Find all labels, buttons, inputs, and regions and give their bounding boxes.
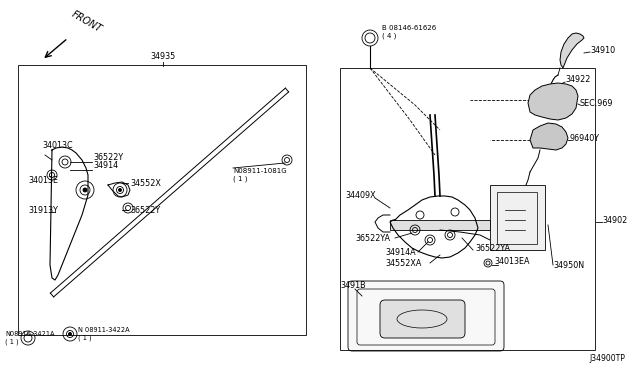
FancyBboxPatch shape (348, 281, 504, 351)
Text: 34922: 34922 (565, 74, 590, 83)
Bar (490, 185, 545, 250)
FancyBboxPatch shape (380, 300, 465, 338)
Text: 34013EA: 34013EA (494, 257, 529, 266)
Bar (340, 68, 595, 350)
Circle shape (83, 188, 87, 192)
Text: J34900TP: J34900TP (589, 354, 625, 363)
Text: 34914A: 34914A (385, 247, 415, 257)
Polygon shape (530, 123, 568, 150)
Text: 96940Y: 96940Y (570, 134, 600, 142)
Text: N08911-1081G
( 1 ): N08911-1081G ( 1 ) (233, 168, 287, 182)
Text: 3491B: 3491B (340, 280, 365, 289)
Text: 36522YA: 36522YA (475, 244, 510, 253)
Text: 34552X: 34552X (130, 179, 161, 187)
Text: 34013C: 34013C (42, 141, 72, 150)
Text: 34914: 34914 (93, 160, 118, 170)
Text: 34552XA: 34552XA (385, 259, 421, 267)
Bar (497, 192, 537, 244)
Text: 36522Y: 36522Y (93, 153, 123, 161)
Text: 34902: 34902 (602, 215, 627, 224)
Text: 31913Y: 31913Y (28, 205, 58, 215)
Text: B 08146-61626
( 4 ): B 08146-61626 ( 4 ) (382, 25, 436, 38)
Text: FRONT: FRONT (70, 9, 104, 34)
Text: 34409X: 34409X (345, 190, 376, 199)
Text: 34950N: 34950N (553, 260, 584, 269)
Text: N 08911-3422A
( 1 ): N 08911-3422A ( 1 ) (78, 327, 130, 341)
Circle shape (68, 333, 72, 336)
Text: 34910: 34910 (590, 45, 615, 55)
Circle shape (118, 189, 122, 192)
Bar (18, 65, 306, 335)
Bar (390, 220, 490, 230)
Text: 34935: 34935 (150, 52, 175, 61)
Polygon shape (528, 83, 578, 120)
Text: N08916-3421A
( 1 ): N08916-3421A ( 1 ) (5, 331, 54, 345)
Text: 36522YA: 36522YA (355, 234, 390, 243)
Polygon shape (560, 33, 584, 68)
Text: 34013E: 34013E (28, 176, 58, 185)
Text: 36522Y: 36522Y (130, 205, 160, 215)
Text: SEC.969: SEC.969 (580, 99, 614, 108)
